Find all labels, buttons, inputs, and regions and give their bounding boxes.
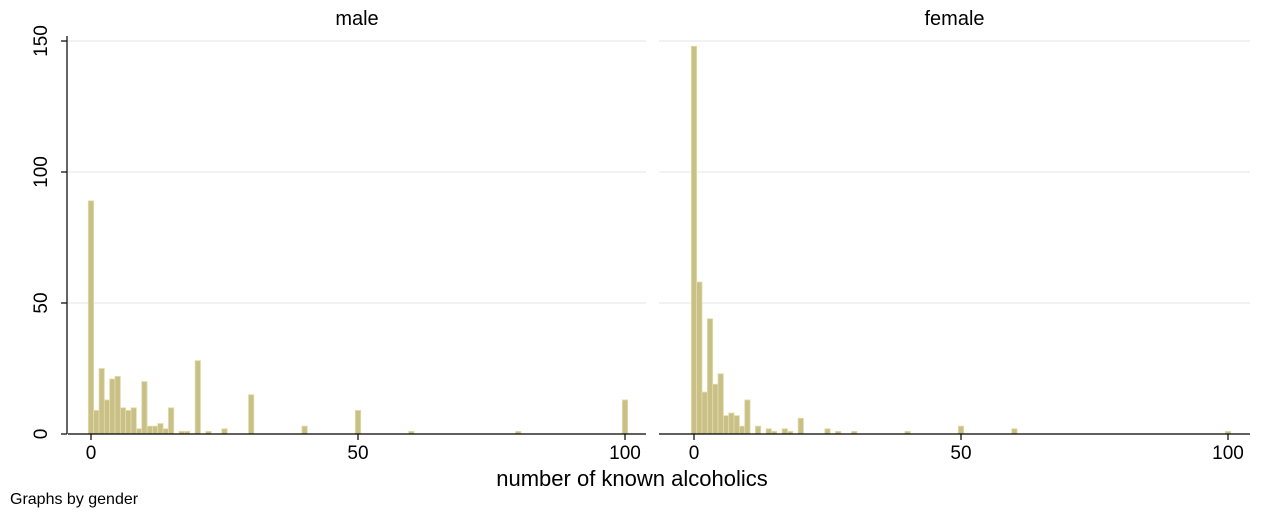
bar: [691, 46, 696, 434]
bar: [1012, 429, 1017, 434]
bar: [702, 392, 707, 434]
x-tick-label-100: 100: [609, 443, 641, 464]
bar: [195, 361, 200, 434]
bar: [723, 416, 728, 434]
bar: [110, 379, 115, 434]
bar: [222, 429, 227, 434]
graphs-by-note: Graphs by gender: [10, 491, 139, 508]
bar: [115, 376, 120, 434]
bar: [707, 319, 712, 434]
x-tick-label-0: 0: [689, 443, 700, 464]
bar: [718, 374, 723, 434]
bar: [147, 426, 152, 434]
bar: [798, 418, 803, 434]
x-tick-label-50: 50: [950, 443, 971, 464]
y-tick-label-150: 150: [31, 25, 52, 57]
bar: [249, 395, 254, 434]
bar: [739, 426, 744, 434]
bar: [825, 429, 830, 434]
bar: [729, 413, 734, 434]
bar: [152, 426, 157, 434]
bar: [168, 408, 173, 434]
panel-male: male 0 50 100: [68, 8, 646, 464]
panel-title: female: [924, 8, 984, 30]
y-tick-label-100: 100: [31, 156, 52, 188]
bar: [158, 424, 163, 434]
bar: [745, 400, 750, 434]
bar: [355, 410, 360, 434]
bar: [622, 400, 627, 434]
bar: [88, 201, 93, 434]
x-tick-label-0: 0: [86, 443, 97, 464]
x-axis-label: number of known alcoholics: [496, 466, 767, 491]
bar: [136, 429, 141, 434]
bar: [163, 429, 168, 434]
bar: [958, 426, 963, 434]
y-tick-label-0: 0: [31, 429, 52, 440]
bar: [99, 369, 104, 435]
bar: [126, 410, 131, 434]
bar: [104, 400, 109, 434]
bar: [302, 426, 307, 434]
panel-title: male: [335, 8, 378, 30]
bar: [766, 429, 771, 434]
bar: [782, 429, 787, 434]
y-axis: 0 50 100 150: [31, 25, 67, 439]
bar: [713, 384, 718, 434]
bar: [755, 426, 760, 434]
panels: male 0 50 100 female 0 50 100: [68, 8, 1250, 464]
bar: [94, 410, 99, 434]
panel-female: female 0 50 100: [659, 8, 1250, 464]
bar: [142, 382, 147, 434]
bar: [697, 282, 702, 434]
x-tick-label-50: 50: [347, 443, 368, 464]
y-tick-label-50: 50: [31, 292, 52, 313]
bar: [131, 408, 136, 434]
x-tick-label-100: 100: [1212, 443, 1244, 464]
bar: [120, 408, 125, 434]
bar: [734, 416, 739, 434]
